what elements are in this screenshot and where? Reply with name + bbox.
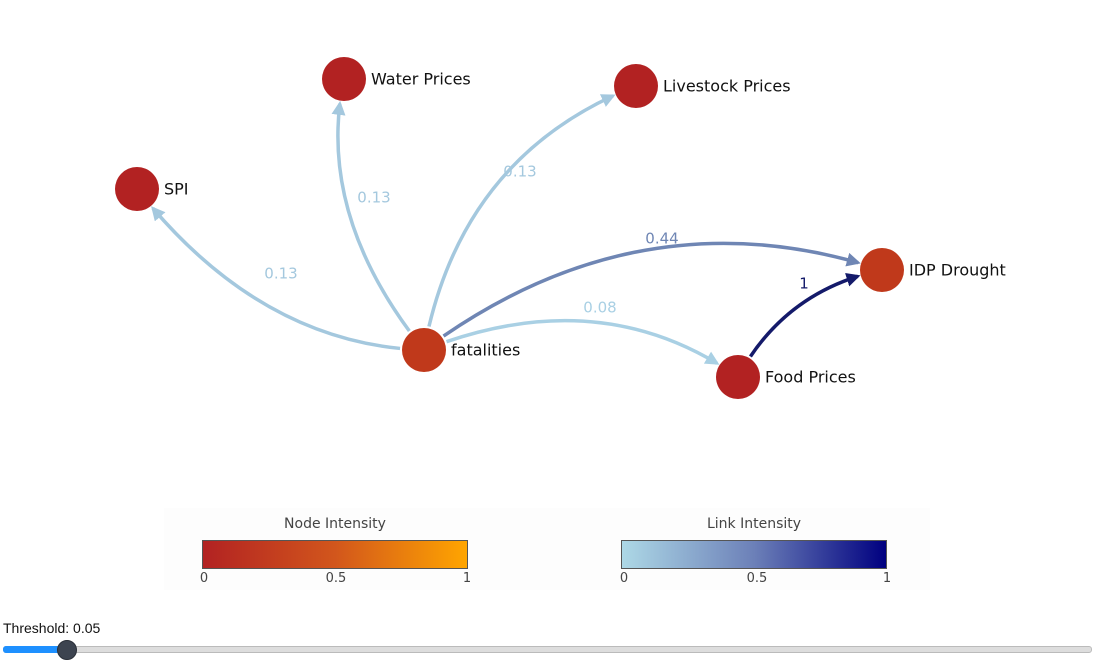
network-graph: 0.13 0.13 0.13 0.44 0.08 1 Water Prices Livest… [115,57,1006,399]
link-intensity-legend: Link Intensity 0 0.5 1 [619,508,891,586]
nodes-layer: Water Prices Livestock Prices SPI IDP Droug… [115,57,1006,399]
node-legend-ticks: 0 0.5 1 [199,569,472,586]
node-label: Livestock Prices [663,77,791,96]
node-legend-tick: 0 [199,571,209,586]
node-label: fatalities [451,341,520,360]
edge-weight-label: 0.44 [645,230,678,248]
edge-fatalities-water_prices [331,100,411,333]
node-livestock-prices[interactable] [614,64,658,108]
link-legend-title: Link Intensity [706,516,802,532]
node-water-prices[interactable] [322,57,366,101]
edge-weight-label: 0.13 [264,265,297,283]
link-legend-tick: 0.5 [746,571,768,586]
edge-food_prices-idp_drought [748,272,861,358]
threshold-slider-handle[interactable] [57,640,78,660]
edge-fatalities-spi [151,206,401,351]
node-idp-drought[interactable] [860,248,904,292]
node-fatalities[interactable] [402,328,446,372]
link-legend-tick: 1 [882,571,892,586]
node-label: IDP Drought [909,261,1006,280]
link-intensity-colorbar [621,540,887,569]
node-spi[interactable] [115,167,159,211]
node-intensity-colorbar [202,540,468,569]
edge-fatalities-idp_drought [442,241,861,338]
threshold-slider-track[interactable] [3,646,1092,653]
edge-fatalities-livestock_prices [427,94,616,327]
edges-layer: 0.13 0.13 0.13 0.44 0.08 1 [151,94,861,365]
edge-fatalities-food_prices [445,318,720,365]
node-food-prices[interactable] [716,355,760,399]
node-label: Water Prices [371,70,471,89]
link-legend-tick: 0 [619,571,629,586]
node-intensity-legend: Node Intensity 0 0.5 1 [199,508,472,586]
node-legend-title: Node Intensity [284,516,386,532]
threshold-slider-fill [3,646,67,653]
legend-panel: Node Intensity 0 0.5 1 Link Intensity 0 … [164,508,930,590]
link-legend-ticks: 0 0.5 1 [619,569,891,586]
edge-weight-label: 0.13 [503,163,536,181]
edge-weight-label: 0.13 [357,189,390,207]
edge-weight-label: 0.08 [583,299,616,317]
node-legend-tick: 0.5 [325,571,347,586]
node-label: Food Prices [765,368,856,387]
threshold-label: Threshold: 0.05 [3,620,101,636]
node-label: SPI [164,180,189,199]
node-legend-tick: 1 [462,571,472,586]
edge-weight-label: 1 [799,275,809,293]
